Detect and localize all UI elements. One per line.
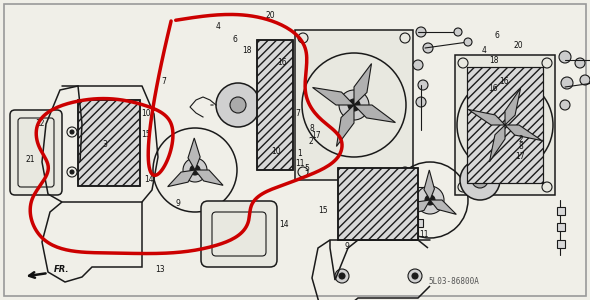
Circle shape [418, 80, 428, 90]
Text: FR.: FR. [53, 266, 69, 274]
Circle shape [575, 58, 585, 68]
Circle shape [339, 273, 345, 279]
Text: 17: 17 [311, 131, 320, 140]
Text: 3: 3 [103, 140, 107, 149]
Text: 20: 20 [266, 11, 275, 20]
Circle shape [454, 28, 462, 36]
Text: 16: 16 [488, 84, 497, 93]
Text: 5: 5 [304, 164, 309, 173]
Text: 6: 6 [232, 35, 237, 44]
Circle shape [460, 160, 500, 200]
Circle shape [70, 170, 74, 174]
Text: 4: 4 [481, 46, 486, 55]
Text: 1: 1 [297, 148, 302, 158]
Polygon shape [354, 64, 372, 105]
Circle shape [408, 269, 422, 283]
Circle shape [416, 27, 426, 37]
Bar [557, 223, 565, 231]
Bar [415, 219, 423, 227]
Text: 2: 2 [518, 135, 523, 144]
Circle shape [230, 97, 246, 113]
Text: 18: 18 [242, 46, 251, 55]
Text: 14: 14 [144, 175, 153, 184]
Circle shape [216, 83, 260, 127]
Text: 2: 2 [309, 136, 313, 146]
Circle shape [412, 273, 418, 279]
Circle shape [416, 186, 444, 214]
Circle shape [423, 43, 433, 53]
Text: 8: 8 [518, 142, 523, 151]
Polygon shape [336, 105, 354, 146]
Text: 11: 11 [295, 159, 304, 168]
FancyBboxPatch shape [201, 201, 277, 267]
FancyBboxPatch shape [10, 110, 62, 195]
Polygon shape [468, 110, 505, 125]
Circle shape [416, 97, 426, 107]
Circle shape [190, 165, 200, 175]
Text: 9: 9 [345, 242, 349, 251]
Text: 21: 21 [26, 155, 35, 164]
Text: 4: 4 [216, 22, 221, 31]
Text: 20: 20 [513, 41, 523, 50]
Circle shape [500, 120, 510, 130]
Circle shape [183, 158, 207, 182]
Text: 8: 8 [309, 124, 314, 133]
Text: 9: 9 [176, 199, 181, 208]
Bar [257, 40, 293, 170]
Circle shape [339, 90, 369, 120]
Circle shape [491, 111, 519, 139]
Text: 15: 15 [142, 130, 151, 139]
Bar [338, 168, 418, 240]
Circle shape [464, 38, 472, 46]
Text: 11: 11 [419, 230, 428, 239]
Text: 7: 7 [296, 109, 300, 118]
Polygon shape [505, 125, 542, 141]
Text: 16: 16 [500, 77, 509, 86]
Circle shape [413, 60, 423, 70]
Bar [338, 168, 418, 240]
Text: 18: 18 [490, 56, 499, 65]
Bar [557, 207, 565, 215]
Circle shape [560, 100, 570, 110]
Polygon shape [354, 105, 395, 122]
Text: 14: 14 [280, 220, 289, 229]
Bar [78, 100, 140, 186]
Bar [557, 240, 565, 248]
Text: 6: 6 [494, 31, 499, 40]
Circle shape [335, 269, 349, 283]
Text: 17: 17 [516, 152, 525, 161]
Polygon shape [505, 88, 520, 125]
Circle shape [559, 51, 571, 63]
Text: 13: 13 [156, 265, 165, 274]
Polygon shape [313, 88, 354, 105]
Circle shape [561, 77, 573, 89]
Circle shape [70, 130, 74, 134]
Text: 16: 16 [277, 58, 287, 67]
Bar [455, 55, 555, 195]
Polygon shape [195, 170, 223, 185]
Polygon shape [424, 170, 434, 200]
Bar [78, 100, 140, 186]
Bar [415, 187, 423, 195]
Text: 15: 15 [319, 206, 328, 215]
Polygon shape [188, 138, 200, 170]
Circle shape [425, 195, 435, 205]
Bar [467, 67, 543, 183]
Polygon shape [404, 200, 430, 216]
Text: 12: 12 [35, 119, 45, 128]
Polygon shape [168, 170, 195, 187]
Text: 7: 7 [162, 77, 166, 86]
Bar [467, 67, 543, 183]
Circle shape [348, 99, 360, 111]
Text: 10: 10 [142, 109, 151, 118]
Circle shape [472, 172, 488, 188]
Polygon shape [490, 125, 505, 162]
Bar [257, 40, 293, 170]
Bar [415, 202, 423, 210]
Text: 5L03-86800A: 5L03-86800A [429, 278, 480, 286]
Bar [295, 30, 413, 180]
Text: 10: 10 [271, 147, 281, 156]
Polygon shape [430, 200, 456, 214]
Circle shape [580, 75, 590, 85]
